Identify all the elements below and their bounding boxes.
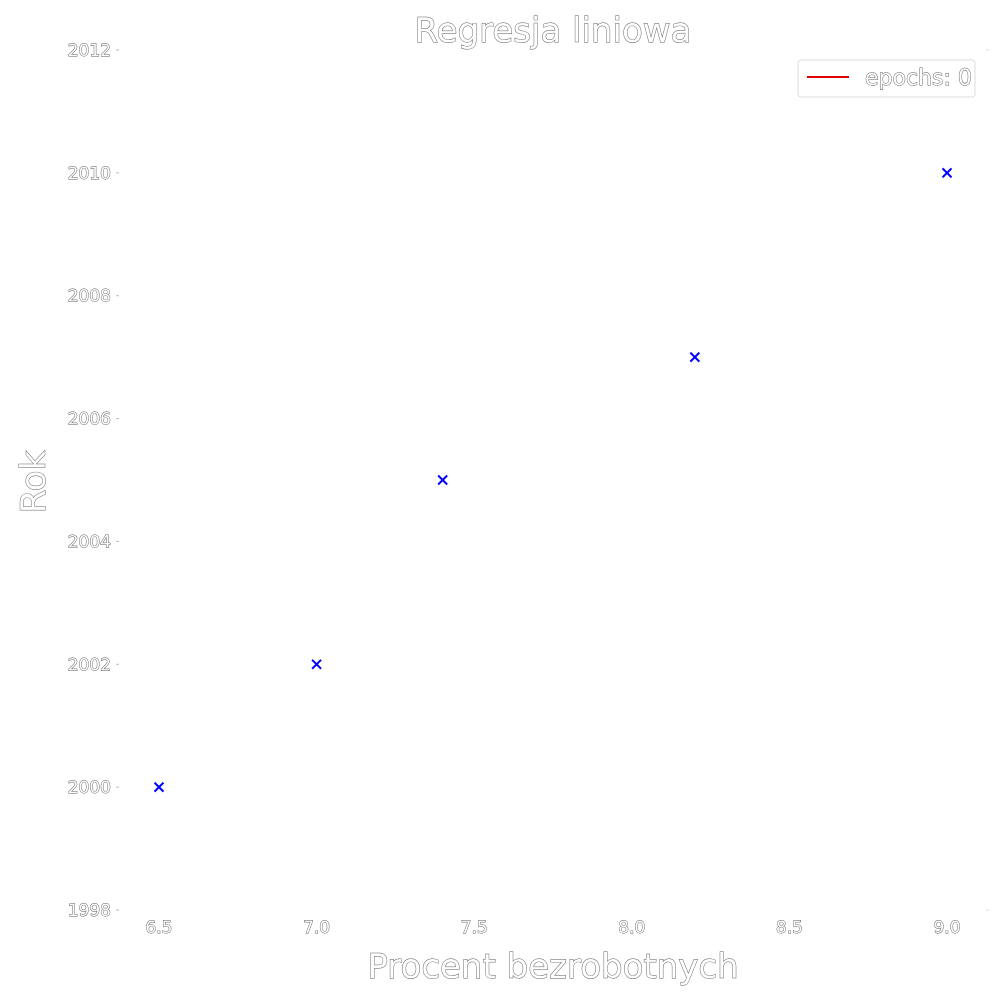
- x-tick-label: 8.5: [776, 918, 803, 938]
- marker-stroke: [311, 659, 322, 670]
- marker-stroke: [689, 351, 701, 363]
- legend-box: [797, 59, 976, 98]
- x-tick-label: 9.0: [933, 918, 960, 938]
- y-tick-label: 2006: [68, 410, 111, 430]
- marker-stroke: [437, 474, 448, 486]
- x-tick-label: 6.5: [145, 918, 172, 938]
- data-point-x-marker: [689, 351, 701, 363]
- x-axis-ticks: 6.5 7.0 7.5 8.0 8.5 9.0: [145, 918, 961, 939]
- marker-stroke: [153, 781, 165, 793]
- data-point-x-marker: [941, 167, 953, 179]
- legend: epochs: 0: [797, 59, 976, 98]
- y-tick-label: 2008: [68, 287, 111, 307]
- chart-title: Regresja liniowa: [415, 11, 692, 51]
- legend-label-epochs: epochs: 0: [865, 66, 972, 91]
- marker-stroke: [941, 167, 953, 179]
- y-axis-ticks: 1998 2000 2002 2004 2006 2008 2010 2012: [67, 41, 989, 921]
- x-tick-label: 7.0: [303, 918, 330, 938]
- data-point-x-marker: [311, 659, 322, 670]
- x-tick-label: 8.0: [618, 918, 645, 938]
- y-tick-label: 2004: [68, 532, 111, 552]
- data-point-x-marker: [153, 781, 165, 793]
- y-tick-label: 2000: [68, 778, 111, 798]
- y-tick-label: 2012: [68, 41, 111, 61]
- y-tick-label: 1998: [68, 901, 111, 921]
- y-axis-label: Rok: [14, 450, 54, 513]
- data-point-x-marker: [437, 474, 448, 486]
- x-tick-label: 7.5: [461, 918, 488, 938]
- x-axis-label: Procent bezrobotnych: [367, 947, 738, 987]
- y-tick-label: 2002: [68, 655, 111, 675]
- y-tick-label: 2010: [68, 164, 111, 184]
- data-points: [153, 167, 953, 793]
